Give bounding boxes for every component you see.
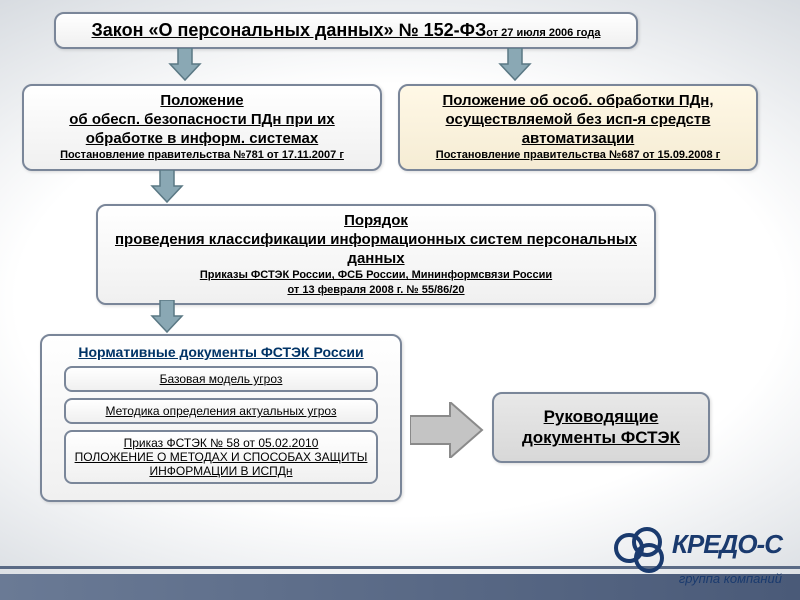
law-date: от 27 июля 2006 года	[486, 27, 600, 39]
logo-name: КРЕДО-С	[672, 529, 782, 559]
classification-order-node: Порядок проведения классификации информа…	[96, 204, 656, 305]
reg-left-sub: Постановление правительства №781 от 17.1…	[34, 148, 370, 162]
arrow-to-order	[150, 170, 184, 204]
law-node: Закон «О персональных данных» № 152-ФЗот…	[54, 12, 638, 49]
fstec-item-label-plain: ПОЛОЖЕНИЕ О МЕТОДАХ И СПОСОБАХ ЗАЩИТЫ ИН…	[74, 450, 368, 478]
reg-left-title1: Положение	[34, 92, 370, 111]
reg-left-title2: об обесп. безопасности ПДн при их обрабо…	[34, 111, 370, 149]
order-t2: проведения классификации информационных …	[108, 231, 644, 269]
fstec-item-label: Базовая модель угроз	[160, 372, 283, 386]
fstec-item-methodology: Методика определения актуальных угроз	[64, 398, 378, 424]
regulation-687-node: Положение об особ. обработки ПДн, осущес…	[398, 84, 758, 171]
logo-tagline: группа компаний	[614, 571, 782, 586]
arrow-to-guiding	[410, 402, 484, 458]
fstec-item-label: Методика определения актуальных угроз	[106, 404, 337, 418]
law-title: Закон «О персональных данных» № 152-ФЗ	[92, 20, 487, 40]
fstec-header: Нормативные документы ФСТЭК России	[50, 344, 392, 360]
fstec-docs-node: Нормативные документы ФСТЭК России Базов…	[40, 334, 402, 502]
fstec-item-order-58: Приказ ФСТЭК № 58 от 05.02.2010 ПОЛОЖЕНИ…	[64, 430, 378, 484]
logo-icon	[614, 527, 668, 571]
guiding-docs-node: Руководящие документы ФСТЭК	[492, 392, 710, 463]
logo-area: КРЕДО-С группа компаний	[614, 527, 782, 586]
arrow-law-to-left	[168, 48, 202, 82]
order-t1: Порядок	[108, 212, 644, 231]
regulation-781-node: Положение об обесп. безопасности ПДн при…	[22, 84, 382, 171]
reg-right-title: Положение об особ. обработки ПДн, осущес…	[410, 92, 746, 148]
order-sub2: от 13 февраля 2008 г. № 55/86/20	[108, 283, 644, 297]
arrow-to-fstec	[150, 300, 184, 334]
guiding-title: Руководящие документы ФСТЭК	[504, 406, 698, 449]
reg-right-sub: Постановление правительства №687 от 15.0…	[410, 148, 746, 162]
arrow-law-to-right	[498, 48, 532, 82]
fstec-item-threat-model: Базовая модель угроз	[64, 366, 378, 392]
fstec-item-label-u: Приказ ФСТЭК № 58 от 05.02.2010	[124, 436, 319, 450]
order-sub1: Приказы ФСТЭК России, ФСБ России, Мининф…	[108, 268, 644, 282]
